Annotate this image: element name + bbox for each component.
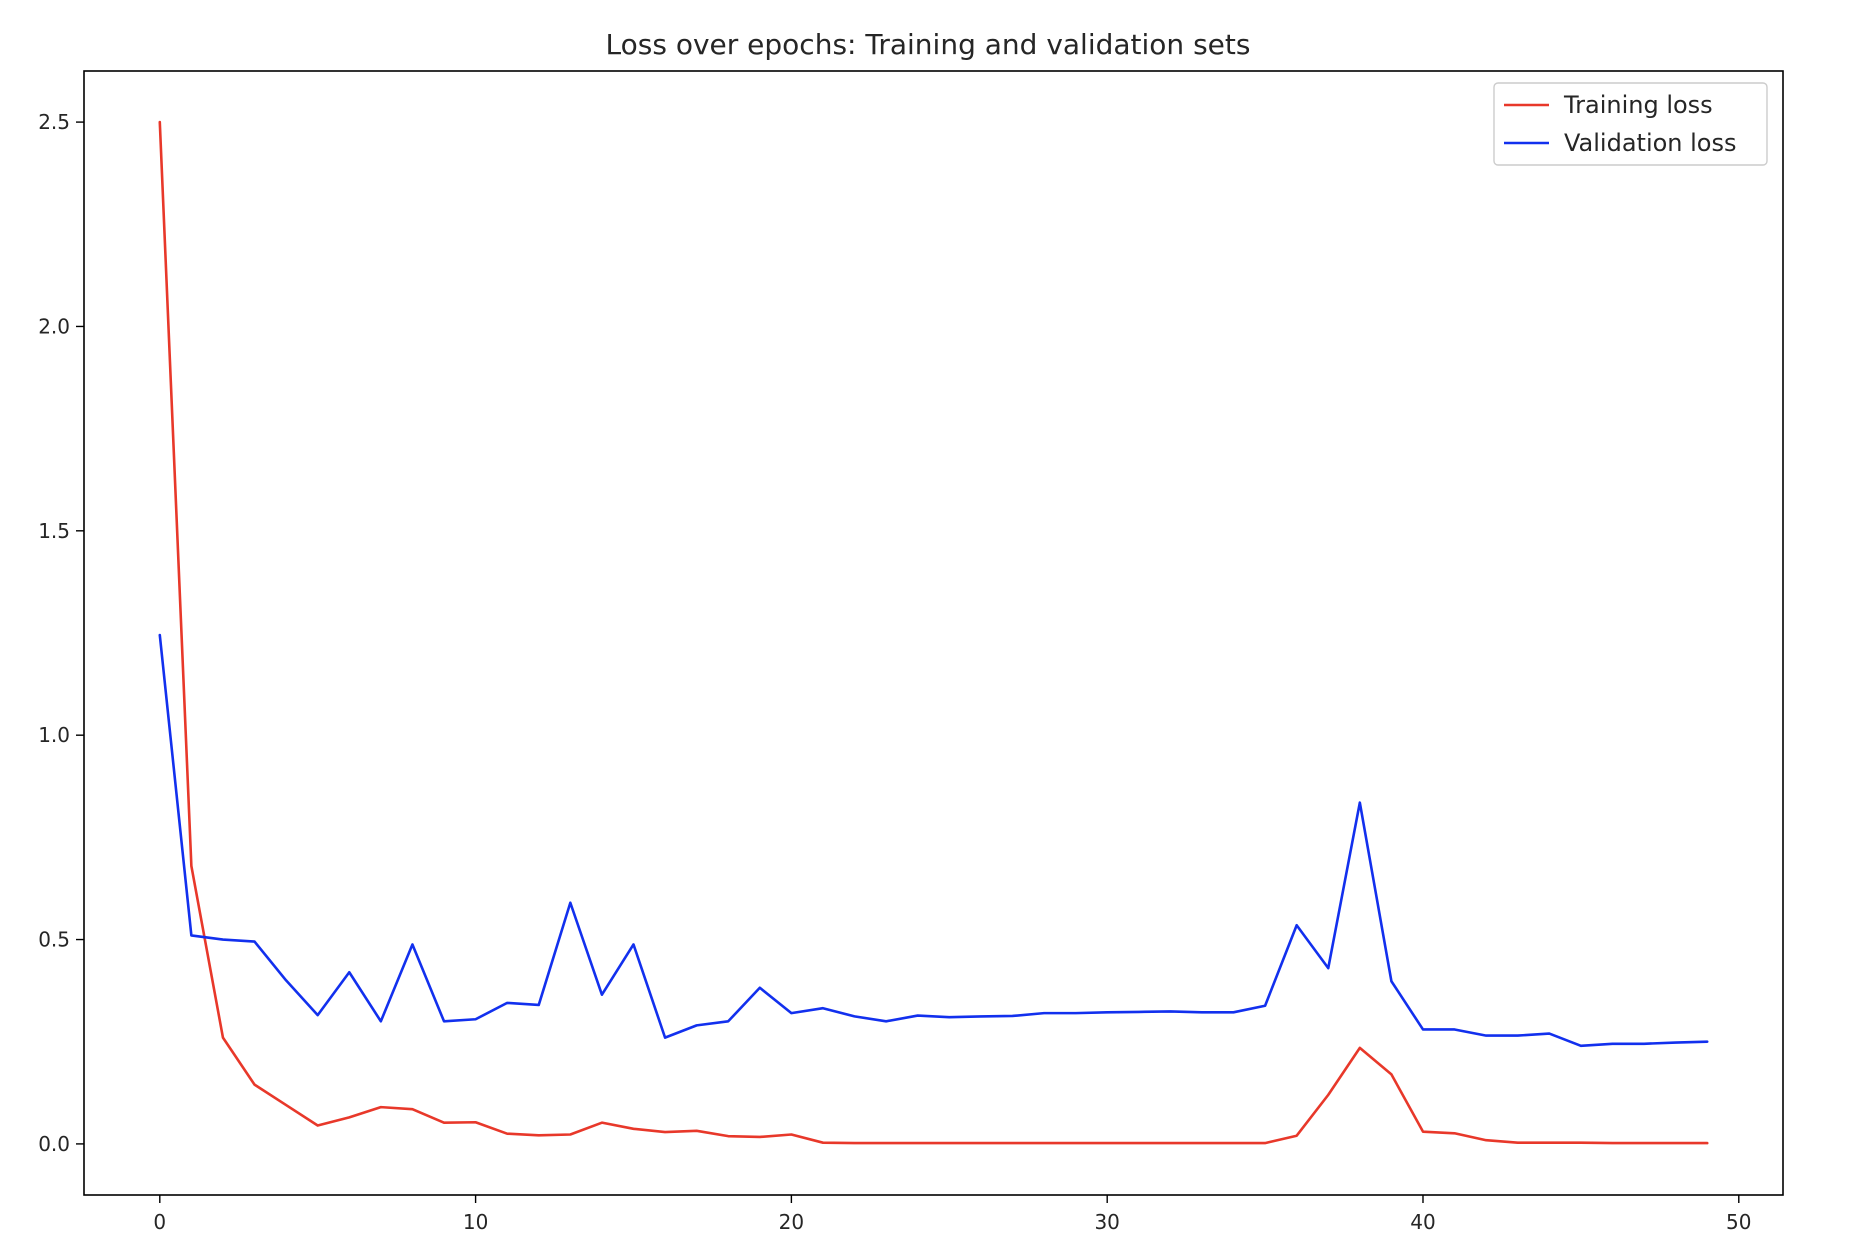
y-tick-label: 2.0 bbox=[38, 314, 70, 338]
series-line-training-loss bbox=[158, 120, 1709, 1145]
x-tick-label: 20 bbox=[779, 1210, 804, 1234]
legend: Training loss Validation loss bbox=[1493, 82, 1768, 166]
plot-frame bbox=[83, 70, 1784, 1196]
x-tick-label: 50 bbox=[1726, 1210, 1751, 1234]
x-tick-label: 0 bbox=[153, 1210, 166, 1234]
y-tick-label: 2.5 bbox=[38, 110, 70, 134]
series-line-validation-loss bbox=[158, 633, 1709, 1048]
x-tick-label: 40 bbox=[1410, 1210, 1435, 1234]
axes-layer: 0 10 20 30 40 50 0.0 0.5 1.0 1.5 2.0 2.5 bbox=[38, 70, 1784, 1234]
legend-box bbox=[1493, 82, 1768, 166]
x-tick-label: 30 bbox=[1094, 1210, 1119, 1234]
legend-label-training-loss: Training loss bbox=[1563, 91, 1713, 119]
y-tick-label: 0.5 bbox=[38, 928, 70, 952]
x-tick-label: 10 bbox=[463, 1210, 488, 1234]
y-tick-label: 1.5 bbox=[38, 519, 70, 543]
series-layer bbox=[158, 120, 1709, 1145]
y-tick-label: 0.0 bbox=[38, 1132, 70, 1156]
y-tick-label: 1.0 bbox=[38, 723, 70, 747]
chart-title: Loss over epochs: Training and validatio… bbox=[606, 28, 1251, 61]
legend-label-validation-loss: Validation loss bbox=[1564, 129, 1737, 157]
